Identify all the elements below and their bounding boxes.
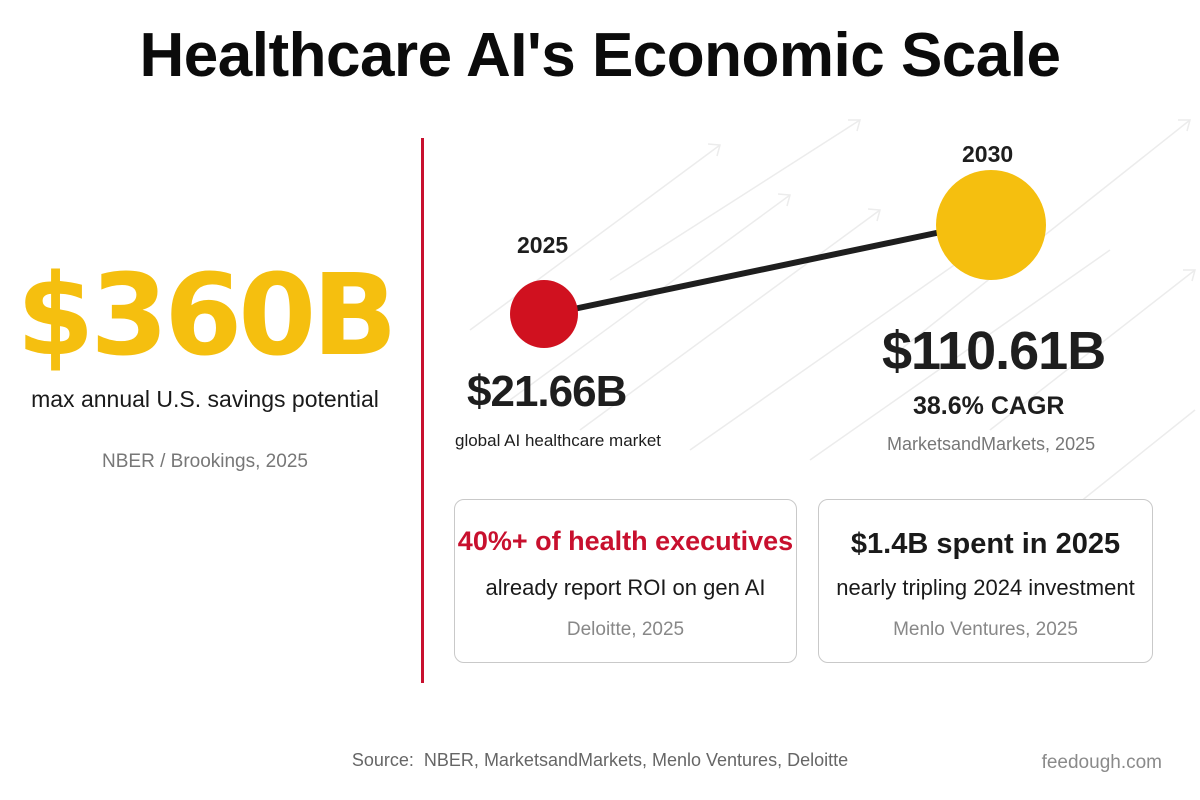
- page-title: Healthcare AI's Economic Scale: [139, 21, 1061, 90]
- market-end-value: $110.61B: [882, 321, 1106, 381]
- savings-value: $360B: [16, 251, 397, 381]
- roi-card-body: already report ROI on gen AI: [485, 575, 766, 600]
- market-start-value: $21.66B: [467, 367, 627, 416]
- market-end-year: 2030: [962, 141, 1014, 167]
- savings-source: NBER / Brookings, 2025: [102, 451, 308, 472]
- market-growth-timeline: [510, 170, 1046, 348]
- market-start-caption: global AI healthcare market: [455, 431, 662, 450]
- footer-site-link[interactable]: feedough.com: [1041, 752, 1162, 773]
- market-2030-dot: [936, 170, 1046, 280]
- market-2025-dot: [510, 280, 578, 348]
- market-source: MarketsandMarkets, 2025: [887, 434, 1096, 454]
- vertical-divider: [421, 138, 424, 683]
- roi-card: 40%+ of health executives already report…: [454, 499, 797, 663]
- growth-connector-line: [542, 225, 963, 318]
- savings-caption: max annual U.S. savings potential: [31, 386, 379, 412]
- savings-stat-panel: $360B max annual U.S. savings potential …: [0, 260, 410, 473]
- investment-card: $1.4B spent in 2025 nearly tripling 2024…: [818, 499, 1153, 663]
- investment-card-headline: $1.4B spent in 2025: [850, 528, 1121, 560]
- roi-card-source: Deloitte, 2025: [566, 619, 685, 640]
- investment-card-body: nearly tripling 2024 investment: [836, 575, 1135, 600]
- footer-source: Source: NBER, MarketsandMarkets, Menlo V…: [351, 750, 849, 770]
- market-start-year: 2025: [517, 232, 569, 258]
- market-cagr: 38.6% CAGR: [913, 392, 1065, 420]
- roi-card-headline: 40%+ of health executives: [457, 526, 794, 556]
- investment-card-source: Menlo Ventures, 2025: [893, 619, 1078, 640]
